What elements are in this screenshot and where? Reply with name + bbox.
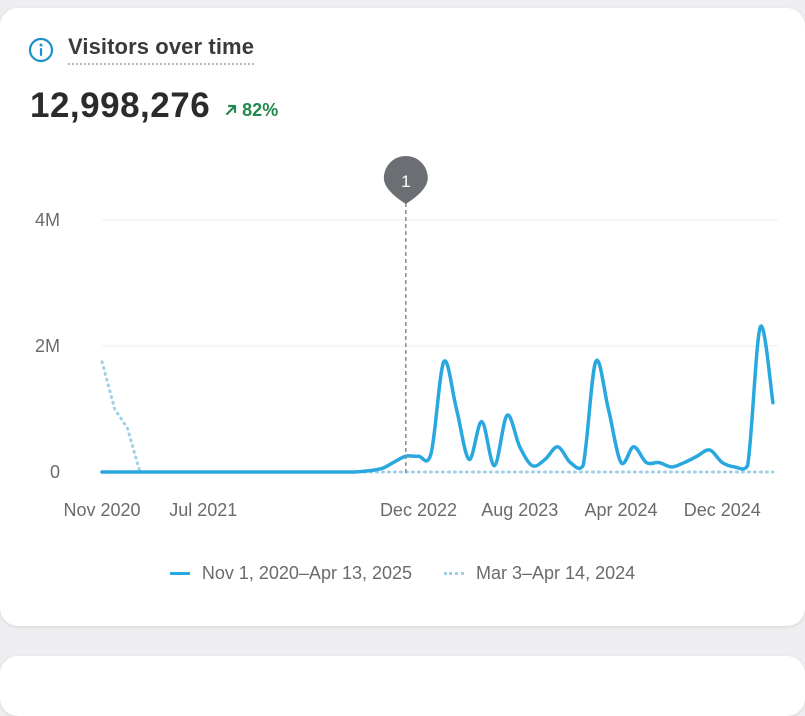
y-tick-label: 4M [35,210,60,230]
x-tick-label: Dec 2024 [684,500,761,520]
change-badge: 82% [224,100,278,121]
visitors-line-chart[interactable]: 0 2M 4M Nov 2020 Jul 2021 Dec 2022 Aug 2023 Apr… [0,0,805,626]
change-value: 82% [242,99,279,120]
chart-legend: Nov 1, 2020–Apr 13, 2025 Mar 3–Apr 14, 2… [0,563,805,584]
y-tick-label: 2M [35,336,60,356]
annotation-label: 1 [401,172,410,191]
legend-swatch-dotted [444,572,465,575]
metric-row: 12,998,276 82% [30,86,278,126]
legend-label-current: Nov 1, 2020–Apr 13, 2025 [201,563,413,583]
x-tick-label: Jul 2021 [169,500,237,520]
x-tick-label: Dec 2022 [380,500,457,520]
info-icon[interactable] [28,37,54,63]
legend-item-comparison[interactable]: Mar 3–Apr 14, 2024 [444,563,635,584]
x-tick-label: Apr 2024 [584,500,657,520]
legend-swatch-solid [169,572,190,575]
legend-item-current[interactable]: Nov 1, 2020–Apr 13, 2025 [169,563,413,584]
card-header: Visitors over time [28,34,255,65]
card-title[interactable]: Visitors over time [68,34,255,65]
x-tick-label: Nov 2020 [63,500,140,520]
arrow-up-right-icon [226,104,237,116]
series-line-visitors [100,324,775,474]
next-card [0,656,805,716]
y-tick-label: 0 [50,462,60,482]
legend-label-comparison: Mar 3–Apr 14, 2024 [476,563,636,583]
visitors-card [0,8,805,626]
total-visitors: 12,998,276 [30,86,211,125]
x-tick-label: Aug 2023 [481,500,558,520]
annotation-marker[interactable] [383,156,428,204]
